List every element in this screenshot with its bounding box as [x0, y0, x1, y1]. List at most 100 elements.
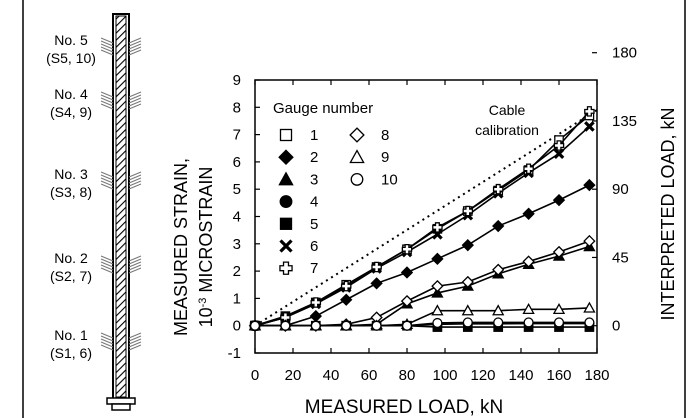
strain-gauge-mark [128, 180, 142, 187]
legend-item-1: 1 [279, 127, 318, 144]
x-tick-label: 0 [251, 367, 259, 384]
x-tick-label: 160 [546, 367, 571, 384]
strain-gauge-mark [100, 46, 114, 53]
strain-gauge-mark [128, 91, 142, 98]
series-9-point [492, 304, 505, 316]
strain-gauge-mark [100, 180, 114, 187]
strain-gauge-mark [128, 171, 142, 178]
series-6-point [432, 228, 443, 240]
series-10-line [255, 321, 590, 327]
strain-gauge-mark [100, 258, 114, 265]
gauge-layout-diagram: No. 5(S5, 10)No. 4(S4, 9)No. 3(S3, 8)No.… [46, 13, 142, 411]
strain-gauge-mark [128, 49, 142, 56]
gauge-level-strands: (S2, 7) [50, 268, 92, 284]
series-2-point [492, 219, 505, 233]
strain-gauge-mark [128, 97, 142, 104]
strain-gauge-mark [100, 332, 114, 339]
strain-gauge-mark [128, 46, 142, 53]
legend-item-2: 2 [278, 149, 318, 166]
series-2-point [400, 266, 414, 279]
strain-gauge-mark [128, 177, 142, 184]
y-tick-label: 3 [233, 236, 241, 253]
y-tick-label: -1 [228, 345, 241, 362]
strain-gauge-mark [128, 338, 142, 345]
legend-label-4: 4 [310, 194, 318, 211]
series-2-point [522, 207, 535, 220]
series-8-point [522, 255, 535, 268]
gauge-level-4: No. 4 (S4, 9) [50, 86, 142, 120]
legend-title: Gauge number [273, 100, 373, 117]
strain-gauge-mark [100, 183, 114, 190]
legend-label-7: 7 [310, 260, 318, 277]
series-7-point [401, 243, 413, 255]
strain-gauge-mark [128, 40, 142, 47]
series-10-point [493, 317, 504, 328]
strain-gauge-mark [128, 43, 142, 50]
series-7-point [310, 297, 322, 308]
strain-gauge-mark [100, 40, 114, 47]
y-tick-label: 1 [233, 290, 241, 307]
strain-gauge-mark [128, 258, 142, 265]
series-10-point [341, 320, 352, 331]
series-10-point [584, 317, 595, 328]
legend-item-7: 7 [279, 260, 318, 277]
series-8-point [461, 275, 474, 289]
strain-gauge-mark [100, 91, 114, 98]
series-8-point [552, 245, 566, 259]
strain-gauge-mark [100, 94, 114, 101]
y2-tick-label: 45 [612, 249, 629, 266]
gauge-level-strands: (S4, 9) [50, 104, 92, 120]
strain-gauge-mark [100, 341, 114, 348]
series-10-point [462, 317, 473, 328]
strain-gauge-mark [128, 94, 142, 101]
legend-label-1: 1 [310, 127, 318, 144]
legend-marker-3 [278, 171, 294, 186]
series-8-point [400, 294, 414, 308]
series-2-point [461, 238, 474, 252]
series-10 [249, 317, 595, 331]
y-tick-label: 0 [233, 318, 241, 335]
series-6-line [254, 125, 590, 327]
legend-marker-7 [279, 261, 293, 275]
series-10-point [553, 317, 565, 328]
legend-marker-5 [279, 217, 293, 230]
series-10-point [280, 320, 291, 331]
series-2-line [255, 184, 590, 327]
gauge-level-1: No. 1 (S1, 6) [50, 327, 142, 361]
series-2-point [583, 178, 596, 192]
strain-gauge-mark [100, 177, 114, 184]
series-8-point [492, 263, 505, 276]
strain-gauge-mark [128, 255, 142, 262]
legend-label-10: 10 [381, 171, 398, 188]
strain-gauge-mark [128, 341, 142, 348]
series-10-point [401, 320, 413, 331]
legend-item-6: 6 [279, 238, 318, 255]
y2-tick-label: 180 [612, 45, 637, 62]
series-1 [250, 110, 595, 331]
series-7-point [371, 261, 382, 273]
gauge-level-5: No. 5 (S5, 10) [46, 32, 142, 66]
series-10-point [310, 320, 321, 331]
series-7-point [432, 222, 443, 233]
strain-gauge-mark [100, 261, 114, 268]
x-tick-label: 60 [361, 367, 378, 384]
series-7-point [553, 140, 565, 151]
x-tick-label: 120 [470, 367, 495, 384]
strain-gauge-mark [100, 255, 114, 262]
strain-gauge-mark [128, 264, 142, 271]
strain-gauge-mark [128, 332, 142, 339]
series-7-point [584, 106, 595, 117]
strain-gauge-mark [128, 335, 142, 342]
legend-label-5: 5 [310, 216, 318, 233]
series-10-point [371, 320, 382, 331]
strain-gauge-mark [100, 344, 114, 351]
series-9-point [522, 302, 535, 315]
cable-calibration-line [254, 109, 598, 327]
legend-marker-6 [279, 239, 293, 253]
strain-gauge-mark [100, 338, 114, 345]
y-tick-label: 9 [233, 72, 241, 89]
series-8-line [255, 240, 590, 327]
legend-item-10: 10 [350, 171, 398, 188]
x-tick-label: 140 [508, 367, 533, 384]
